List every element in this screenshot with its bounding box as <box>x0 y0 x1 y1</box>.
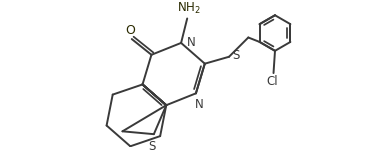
Text: NH$_2$: NH$_2$ <box>177 1 201 16</box>
Text: O: O <box>125 24 135 37</box>
Text: S: S <box>233 49 240 62</box>
Text: S: S <box>149 140 156 152</box>
Text: N: N <box>186 36 195 49</box>
Text: N: N <box>195 98 204 111</box>
Text: Cl: Cl <box>266 75 278 88</box>
